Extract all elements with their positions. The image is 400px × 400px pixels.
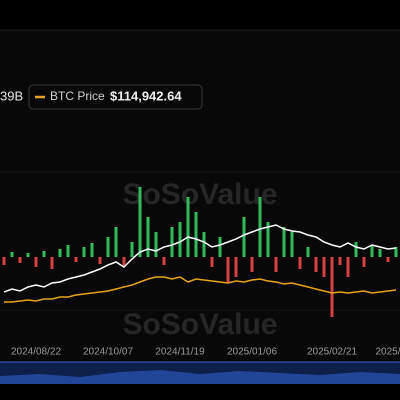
bar (362, 257, 366, 267)
bar (42, 251, 46, 257)
bar (162, 257, 166, 265)
bar (346, 257, 350, 277)
bar (354, 242, 358, 257)
bar (50, 257, 54, 269)
bar (2, 257, 6, 265)
bar (330, 257, 334, 317)
x-tick-label: 2024/08/22 (11, 347, 61, 358)
legend-value: 39B (0, 88, 23, 103)
navigator-series (0, 370, 400, 384)
bar (202, 232, 206, 257)
bar (250, 257, 254, 272)
bar (66, 245, 70, 257)
bar (18, 257, 22, 263)
bar (386, 257, 390, 262)
bar (370, 245, 374, 257)
bar (170, 227, 174, 257)
bar (146, 217, 150, 257)
bar (282, 227, 286, 257)
bar (130, 242, 134, 257)
bar (226, 257, 230, 282)
legend-label: BTC Price (50, 89, 105, 103)
bar (306, 247, 310, 257)
line (4, 276, 397, 303)
bar (266, 222, 270, 257)
bar (138, 187, 142, 257)
bar (322, 257, 326, 277)
bar (338, 257, 342, 265)
bar (74, 257, 78, 262)
bar (82, 247, 86, 257)
bar (10, 252, 14, 257)
bar (26, 253, 30, 257)
legend-box[interactable] (28, 84, 203, 110)
bar (90, 243, 94, 257)
line (3, 224, 397, 293)
watermark: SoSoValue (122, 308, 277, 341)
bar (314, 257, 318, 272)
bar (394, 247, 398, 257)
bar (290, 232, 294, 257)
bar (122, 257, 126, 267)
bar (186, 197, 190, 257)
x-tick-label: 2025/02/21 (307, 347, 357, 358)
bar (154, 232, 158, 257)
x-tick-label: 2025/01/06 (227, 347, 277, 358)
legend-price: $114,942.64 (110, 88, 182, 103)
bar (194, 212, 198, 257)
bar (378, 249, 382, 257)
x-tick-label: 2024/10/07 (83, 347, 133, 358)
bar (178, 222, 182, 257)
bar (258, 197, 262, 257)
bar (98, 257, 102, 264)
bar (242, 217, 246, 257)
x-tick-label: 2024/11/19 (155, 347, 205, 358)
bar (34, 257, 38, 267)
bar (218, 237, 222, 257)
x-tick-label: 2025/ (375, 347, 400, 358)
bar (274, 257, 278, 272)
bar (114, 227, 118, 257)
bar (234, 257, 238, 277)
bar (210, 257, 214, 267)
bar (298, 257, 302, 269)
bar (58, 249, 62, 257)
bar (106, 237, 110, 257)
watermark: SoSoValue (122, 178, 277, 211)
